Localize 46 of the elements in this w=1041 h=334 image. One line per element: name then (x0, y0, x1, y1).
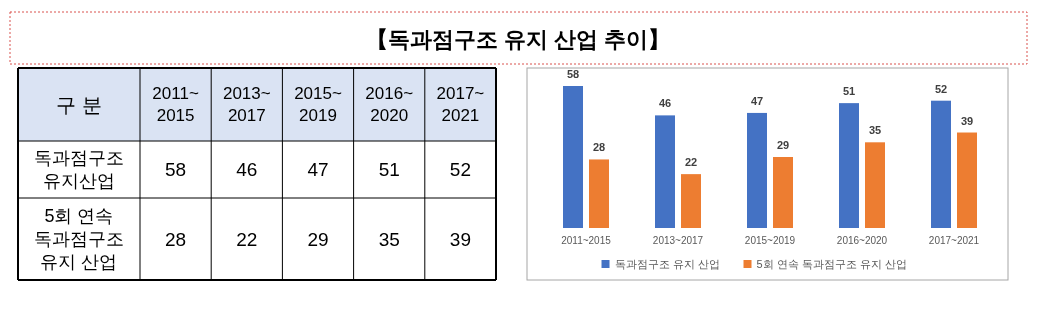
x-tick-label: 2011~2015 (561, 235, 612, 246)
legend-label: 5회 연속 독과점구조 유지 산업 (756, 258, 907, 270)
text: 독과점구조 유지산업 (34, 148, 124, 191)
x-tick-label: 2016~2020 (836, 235, 888, 246)
data-label: 58 (566, 68, 580, 80)
data-label: 35 (868, 124, 882, 137)
data-label: 28 (592, 141, 606, 154)
legend-label: 독과점구조 유지 산업 (614, 258, 720, 270)
bar (957, 132, 977, 228)
bar (655, 115, 675, 228)
data-label: 29 (307, 228, 329, 250)
data-label: 47 (750, 94, 764, 107)
bar (589, 159, 609, 228)
data-label: 58 (165, 159, 187, 180)
bar (563, 86, 583, 228)
data-label: 52 (449, 159, 471, 180)
category-label: 2016~2020 (365, 84, 414, 125)
category-label: 2011~2015 (152, 84, 199, 125)
data-label: 22 (236, 228, 258, 250)
x-tick-label: 2015~2019 (744, 235, 796, 246)
data-label: 51 (842, 85, 856, 98)
data-label: 35 (378, 228, 400, 250)
data-label: 22 (684, 156, 698, 169)
text: 5회 연속 독과점구조 유지 산업 (34, 206, 124, 272)
x-tick-label: 2013~2017 (652, 235, 704, 246)
data-label: 39 (449, 228, 471, 250)
data-label: 39 (960, 114, 974, 127)
category-label: 2013~2017 (222, 84, 271, 125)
data-label: 28 (165, 228, 187, 250)
data-label: 29 (776, 139, 790, 151)
category-label: 2015~2019 (294, 84, 342, 125)
data-label: 46 (236, 159, 258, 180)
bar (839, 103, 859, 228)
x-tick-label: 2017~2021 (928, 235, 980, 246)
data-label: 47 (307, 159, 329, 180)
text: 【독과점구조 유지 산업 추이】 (365, 26, 671, 52)
bar (931, 100, 951, 228)
bar (865, 142, 885, 228)
bar (681, 174, 701, 228)
data-label: 52 (934, 82, 948, 95)
bar (747, 112, 767, 228)
data-label: 46 (658, 97, 672, 110)
data-label: 51 (378, 159, 400, 180)
category-label: 2017~2021 (436, 84, 485, 125)
bar (773, 157, 793, 228)
text: 구 분 (56, 93, 102, 116)
